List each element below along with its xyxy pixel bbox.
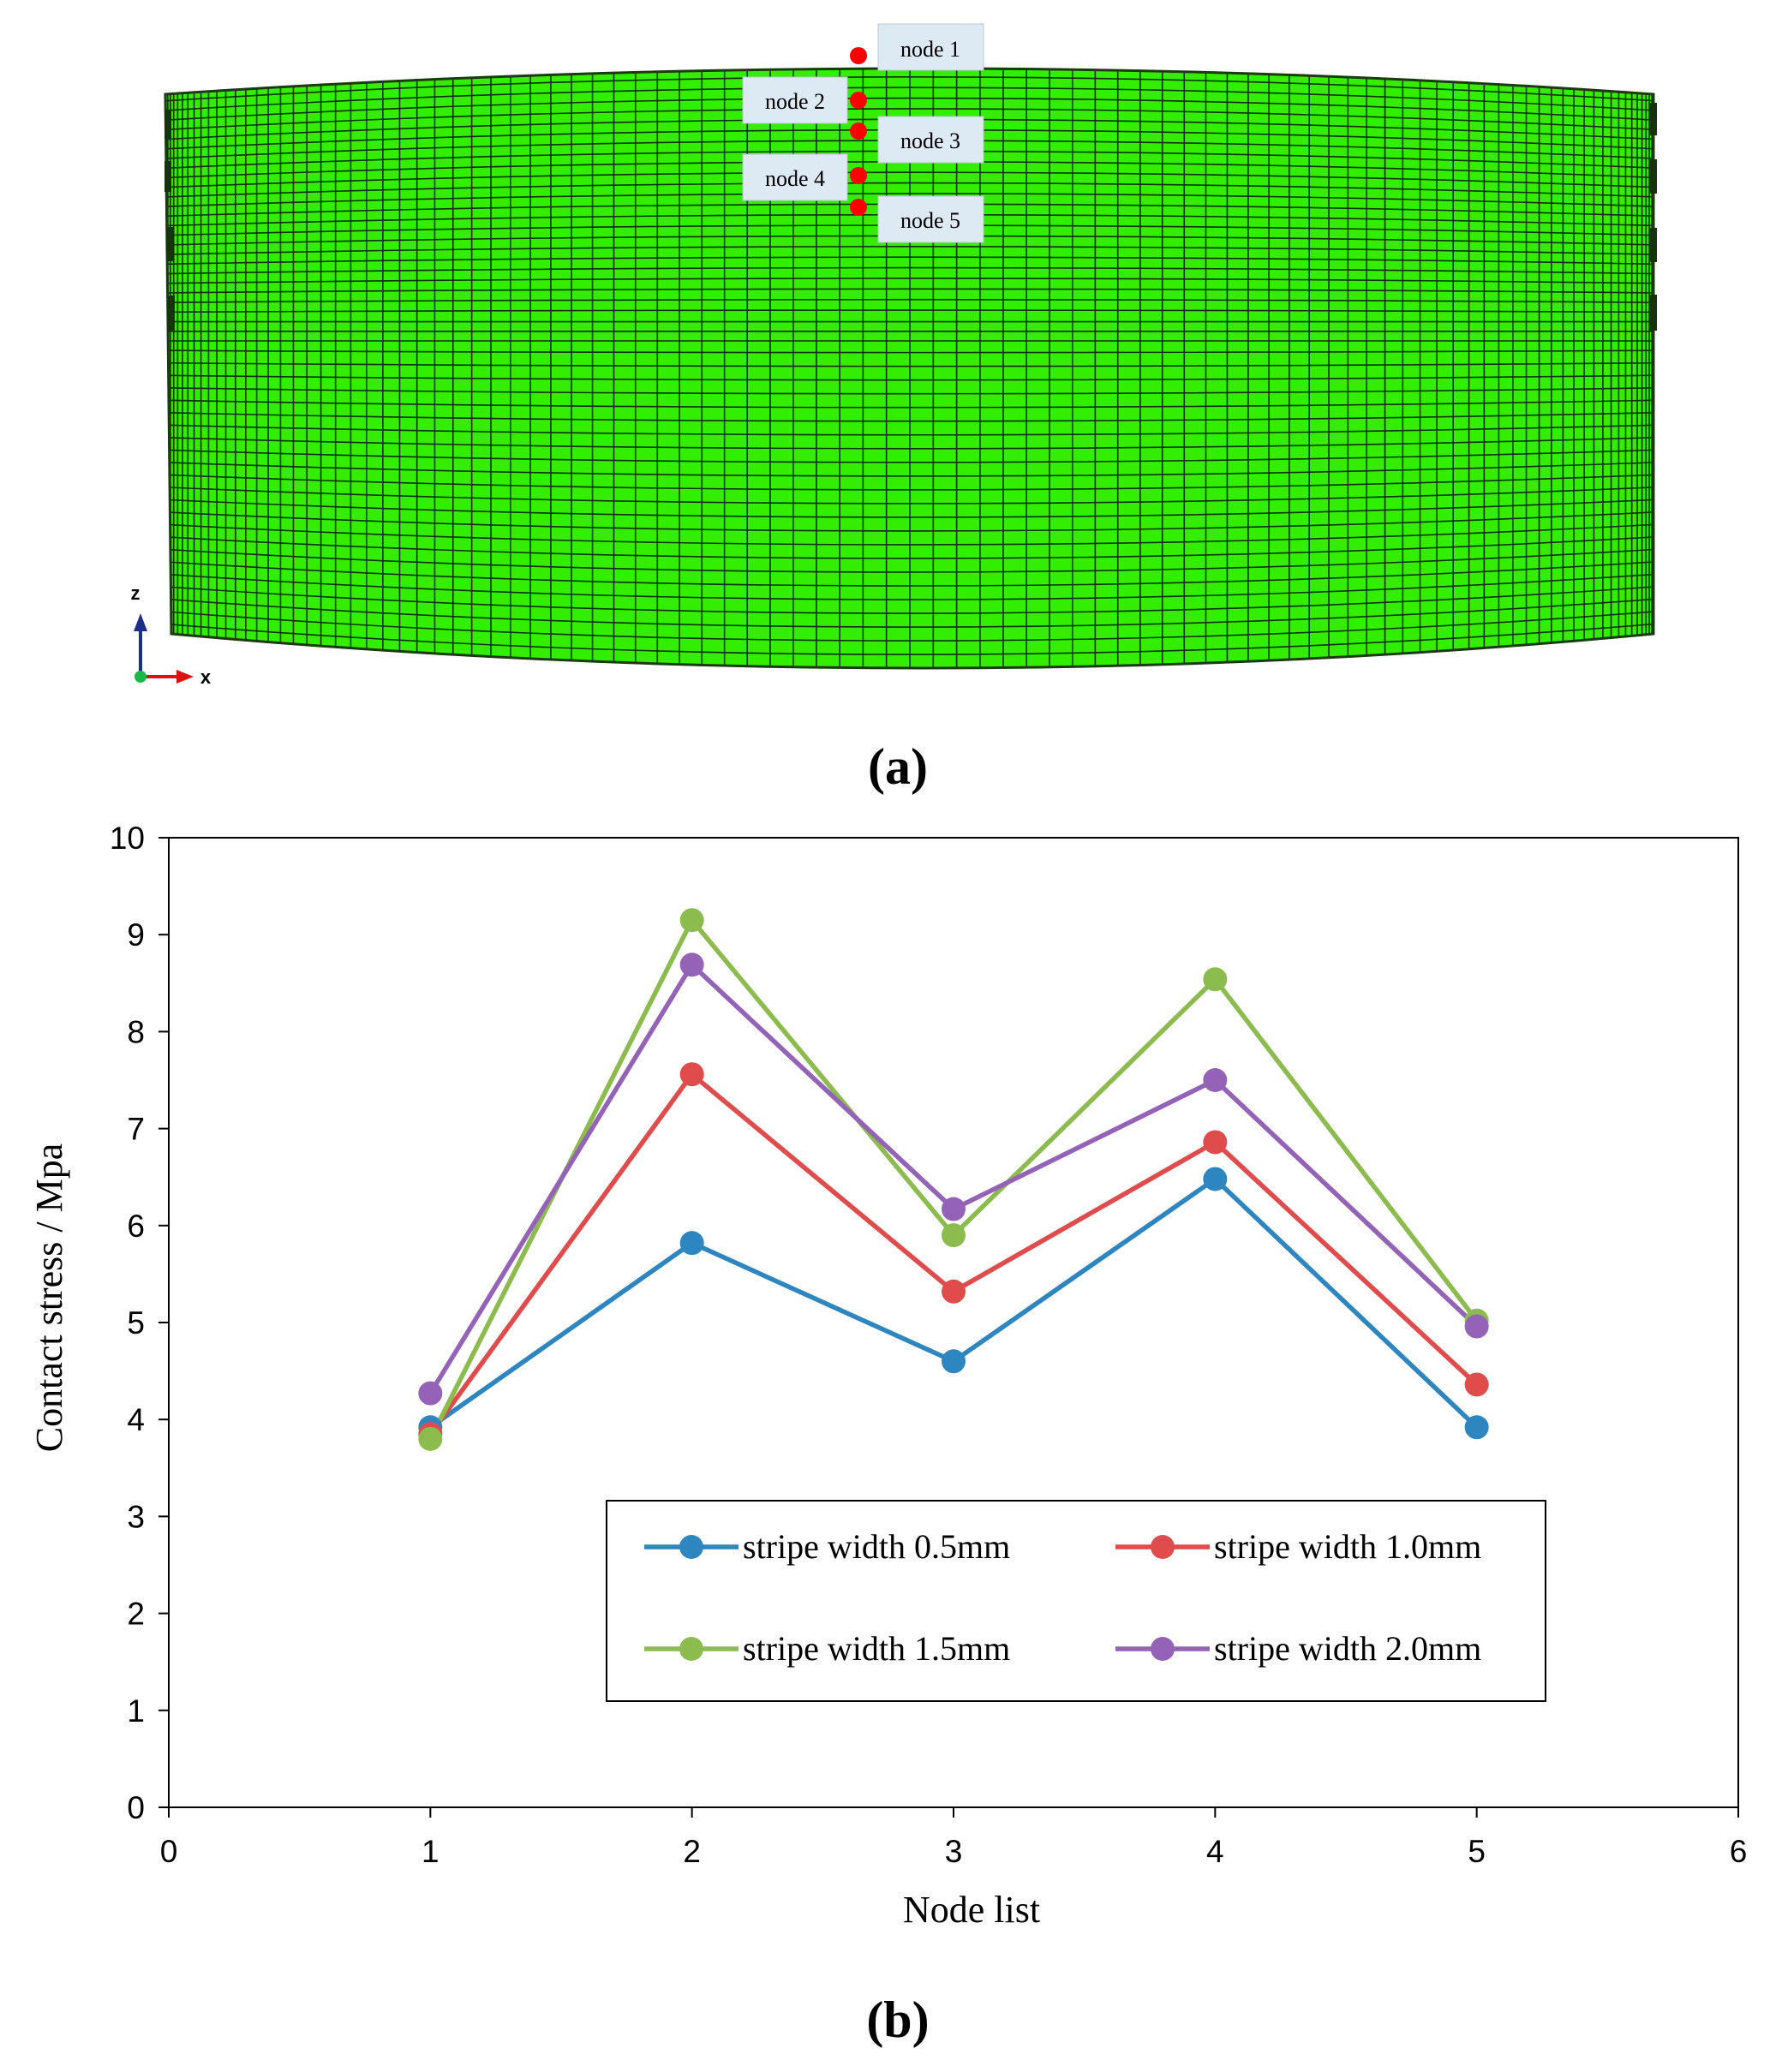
legend-swatch-marker	[679, 1637, 703, 1661]
triad-x-label: x	[200, 666, 212, 688]
y-tick-label-1: 1	[127, 1693, 145, 1729]
series-0-point-4	[1203, 1167, 1228, 1191]
y-tick-label-6: 6	[127, 1209, 145, 1244]
series-0-point-5	[1464, 1415, 1489, 1440]
x-tick-label-5: 5	[1468, 1834, 1486, 1869]
panel-b-caption: (b)	[866, 1991, 929, 2048]
node-3-label: node 3	[900, 128, 960, 153]
node-label-boxes: node 1 node 2 node 3 node 4 node 5	[742, 23, 984, 243]
y-axis: 0 1 2 3 4 5 6 7 8 9 10	[110, 821, 169, 1825]
legend-label-0: stripe width 0.5mm	[743, 1527, 1010, 1566]
x-tick-label-0: 0	[160, 1834, 178, 1869]
node-1-marker	[850, 47, 867, 64]
node-2-marker	[850, 92, 867, 109]
series-3-point-1	[418, 1381, 443, 1406]
series-3-point-5	[1464, 1314, 1489, 1339]
series-0-point-3	[942, 1349, 966, 1374]
mesh-outline	[164, 67, 1655, 670]
series-3-point-2	[679, 952, 704, 977]
series-0-point-2	[679, 1231, 704, 1256]
x-axis: 0 1 2 3 4 5 6	[160, 1807, 1748, 1869]
y-tick-label-4: 4	[127, 1402, 145, 1437]
x-tick-label-6: 6	[1730, 1834, 1748, 1869]
legend-swatch-marker	[1151, 1637, 1175, 1661]
node-markers	[850, 47, 867, 216]
series-3-point-4	[1203, 1068, 1228, 1092]
series-1-point-4	[1203, 1130, 1228, 1155]
node-3-marker	[850, 122, 867, 140]
node-2-label: node 2	[765, 89, 825, 114]
y-tick-label-0: 0	[127, 1790, 145, 1825]
series-1-point-5	[1464, 1372, 1489, 1397]
x-tick-label-2: 2	[683, 1834, 701, 1869]
y-tick-label-8: 8	[127, 1014, 145, 1049]
y-tick-label-5: 5	[127, 1305, 145, 1341]
legend-label-3: stripe width 2.0mm	[1214, 1629, 1481, 1668]
series-1-point-3	[942, 1279, 966, 1304]
series-2-point-2	[679, 908, 704, 933]
legend-swatch-marker	[1151, 1535, 1175, 1559]
panel-a-mesh-model: node 1 node 2 node 3 node 4 node 5 z x (…	[131, 23, 1657, 795]
node-1-label: node 1	[900, 37, 960, 62]
panel-a-caption: (a)	[868, 738, 928, 795]
triad-z-label: z	[131, 582, 141, 604]
legend-swatch-marker	[679, 1535, 703, 1559]
y-tick-label-10: 10	[110, 821, 145, 856]
y-tick-label-7: 7	[127, 1112, 145, 1147]
legend-box	[606, 1500, 1546, 1702]
y-axis-title: Contact stress / Mpa	[28, 1143, 70, 1453]
node-5-label: node 5	[900, 208, 960, 233]
series-layer	[418, 908, 1489, 1451]
legend: stripe width 0.5mm stripe width 1.0mm stri…	[606, 1500, 1546, 1702]
panel-b-chart: 0 1 2 3 4 5 6 7 8 9 10 0 1 2 3 4 5 6 Contact stress / Mp…	[28, 821, 1747, 2048]
x-tick-label-1: 1	[422, 1834, 440, 1869]
series-1-point-2	[679, 1062, 704, 1087]
series-2-point-3	[942, 1223, 966, 1248]
node-4-label: node 4	[765, 166, 825, 191]
y-tick-label-3: 3	[127, 1499, 145, 1534]
x-axis-title: Node list	[903, 1889, 1040, 1931]
axis-triad: z x	[131, 582, 212, 688]
groove-notches	[164, 103, 1657, 331]
series-2-point-4	[1203, 967, 1228, 992]
node-5-marker	[850, 199, 867, 216]
x-tick-label-4: 4	[1206, 1834, 1224, 1869]
x-tick-label-3: 3	[945, 1834, 963, 1869]
legend-label-2: stripe width 1.5mm	[743, 1629, 1010, 1668]
y-tick-label-2: 2	[127, 1597, 145, 1632]
y-tick-label-9: 9	[127, 917, 145, 952]
legend-label-1: stripe width 1.0mm	[1214, 1527, 1481, 1566]
series-3-point-3	[942, 1197, 966, 1221]
node-4-marker	[850, 167, 867, 184]
series-2-point-1	[418, 1426, 443, 1451]
